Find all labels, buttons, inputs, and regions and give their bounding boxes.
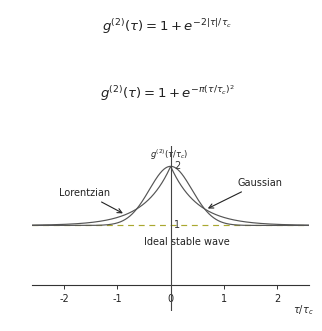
Text: 2: 2 bbox=[174, 161, 180, 171]
Text: $\tau/\tau_c$: $\tau/\tau_c$ bbox=[293, 304, 313, 317]
Text: Ideal stable wave: Ideal stable wave bbox=[144, 237, 230, 247]
Text: Gaussian: Gaussian bbox=[209, 178, 282, 208]
Text: $g^{(2)}(\tau) = 1 + e^{-2|\tau|/\tau_c}$: $g^{(2)}(\tau) = 1 + e^{-2|\tau|/\tau_c}… bbox=[102, 17, 232, 36]
Text: $g^{(2)}(\tau/\tau_c)$: $g^{(2)}(\tau/\tau_c)$ bbox=[150, 147, 189, 162]
Text: $g^{(2)}(\tau) = 1 + e^{-\pi(\tau/\tau_c)^2}$: $g^{(2)}(\tau) = 1 + e^{-\pi(\tau/\tau_c… bbox=[100, 83, 235, 103]
Text: 1: 1 bbox=[174, 220, 180, 230]
Text: Lorentzian: Lorentzian bbox=[59, 188, 122, 213]
